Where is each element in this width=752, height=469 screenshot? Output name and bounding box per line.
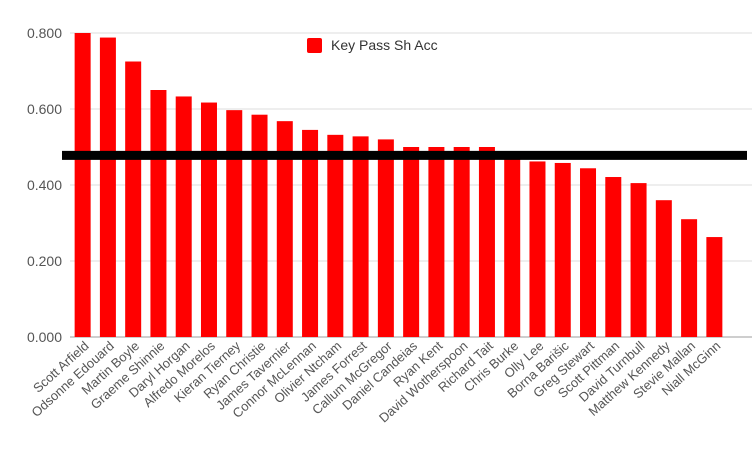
bar <box>276 121 293 337</box>
legend-swatch <box>307 37 322 53</box>
bar <box>630 183 647 337</box>
bar <box>150 90 167 337</box>
bar <box>554 162 571 337</box>
y-tick-label: 0.600 <box>27 101 62 117</box>
bar <box>226 110 243 337</box>
legend: Key Pass Sh Acc <box>307 37 438 53</box>
bar <box>74 33 91 337</box>
legend-label: Key Pass Sh Acc <box>331 37 438 53</box>
y-tick-label: 0.000 <box>27 329 62 345</box>
bar <box>580 168 597 337</box>
bar <box>403 147 420 337</box>
bar <box>529 161 546 337</box>
y-tick-label: 0.400 <box>27 177 62 193</box>
y-tick-label: 0.200 <box>27 253 62 269</box>
bar <box>605 177 622 337</box>
bar <box>706 237 723 337</box>
bar <box>200 102 217 337</box>
bar <box>99 37 116 338</box>
bar <box>175 96 192 338</box>
bar <box>377 139 394 337</box>
bar <box>251 114 268 337</box>
bar <box>125 61 142 337</box>
bar <box>681 219 698 337</box>
bar <box>504 155 521 337</box>
bar <box>302 129 319 337</box>
bar <box>478 147 495 337</box>
bar <box>352 136 369 337</box>
bar <box>327 134 344 337</box>
bar <box>655 200 672 337</box>
bar <box>428 147 445 337</box>
y-tick-label: 0.800 <box>27 25 62 41</box>
bar <box>453 147 470 337</box>
